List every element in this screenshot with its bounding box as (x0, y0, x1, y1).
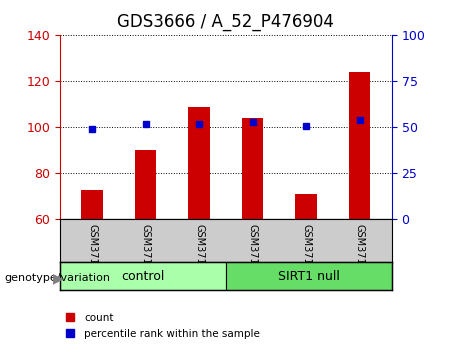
Bar (189, 107, 210, 219)
Bar (296, 194, 317, 219)
Text: GSM371993: GSM371993 (355, 224, 365, 283)
Bar (349, 72, 371, 219)
Text: control: control (121, 270, 165, 282)
Text: GSM371989: GSM371989 (141, 224, 151, 283)
Legend: count, percentile rank within the sample: count, percentile rank within the sample (65, 313, 260, 339)
Text: GSM371992: GSM371992 (301, 224, 311, 283)
Text: genotype/variation: genotype/variation (5, 273, 111, 283)
Text: ▶: ▶ (53, 271, 64, 285)
FancyBboxPatch shape (226, 262, 392, 290)
Title: GDS3666 / A_52_P476904: GDS3666 / A_52_P476904 (118, 13, 334, 32)
Bar (81, 189, 103, 219)
Bar (242, 118, 263, 219)
Text: GSM371990: GSM371990 (194, 224, 204, 283)
FancyBboxPatch shape (60, 262, 226, 290)
Text: GSM371991: GSM371991 (248, 224, 258, 283)
Text: SIRT1 null: SIRT1 null (278, 270, 340, 282)
Text: GSM371988: GSM371988 (87, 224, 97, 283)
Bar (135, 150, 156, 219)
